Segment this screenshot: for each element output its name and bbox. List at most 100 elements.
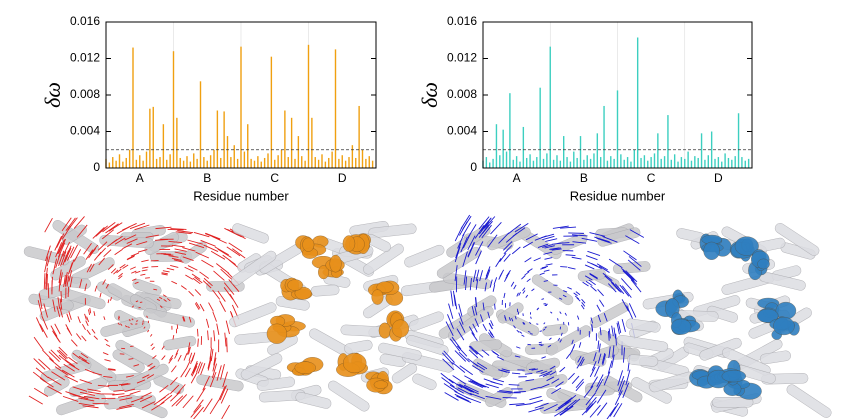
motion-arrow — [560, 332, 563, 336]
motion-arrow — [528, 407, 544, 413]
motion-arrow — [501, 368, 511, 372]
motion-arrow — [122, 243, 133, 250]
motion-arrow — [548, 337, 552, 341]
motion-arrow — [503, 245, 513, 255]
motion-arrow — [141, 322, 144, 325]
helix-cylinder — [706, 305, 739, 323]
motion-arrow — [216, 365, 222, 381]
motion-arrow — [196, 387, 206, 402]
motion-arrow — [150, 343, 154, 347]
motion-arrow — [199, 303, 205, 312]
motion-arrow — [197, 338, 199, 347]
motion-arrow — [467, 235, 476, 251]
motion-arrow — [524, 257, 532, 263]
motion-arrow — [180, 368, 187, 378]
motion-arrow — [118, 272, 123, 278]
motion-arrow — [531, 368, 539, 371]
motion-arrow — [589, 272, 598, 279]
motion-arrow — [558, 297, 563, 300]
motion-arrow — [146, 315, 149, 318]
motion-arrow — [159, 384, 169, 393]
motion-arrow — [552, 225, 569, 229]
motion-arrow — [584, 275, 593, 281]
motion-arrow — [110, 268, 117, 274]
motion-arrow — [61, 217, 72, 232]
motion-arrow — [133, 364, 140, 367]
motion-arrow — [589, 273, 598, 280]
motion-arrow — [68, 270, 73, 282]
motion-arrow — [571, 375, 580, 384]
motion-arrow — [193, 231, 210, 238]
helix-cylinder — [786, 384, 832, 418]
motion-arrow — [487, 234, 498, 248]
motion-arrow — [136, 379, 146, 384]
motion-arrow — [499, 253, 507, 262]
motion-arrow — [213, 330, 216, 342]
motion-arrow — [606, 406, 617, 419]
motion-arrow — [212, 311, 217, 322]
motion-arrow — [166, 298, 171, 302]
helix-cylinder — [115, 339, 160, 370]
motion-arrow — [474, 225, 485, 239]
motion-arrow — [591, 325, 593, 332]
motion-arrow — [92, 227, 105, 239]
motion-arrow — [52, 330, 60, 342]
helix-cylinder — [774, 222, 820, 256]
motion-arrow — [161, 355, 166, 361]
motion-arrow — [191, 365, 198, 377]
motion-arrow — [565, 354, 571, 360]
motion-arrow — [505, 232, 518, 243]
motion-arrow — [491, 350, 499, 356]
motion-arrow — [94, 285, 98, 292]
motion-arrow — [45, 245, 51, 262]
motion-arrow — [529, 399, 543, 405]
motion-arrow — [141, 259, 149, 263]
motion-arrow — [569, 349, 573, 355]
motion-arrow — [476, 362, 488, 370]
motion-arrow — [223, 287, 234, 300]
motion-arrow — [454, 393, 470, 402]
surface-patch — [721, 370, 746, 383]
helix-cylinder — [616, 334, 669, 352]
motion-arrow — [193, 399, 204, 413]
motion-arrow — [462, 215, 472, 230]
motion-arrow — [135, 320, 139, 322]
motion-arrow — [160, 394, 173, 405]
motion-arrow — [514, 316, 517, 320]
surface-patch — [342, 235, 356, 252]
motion-arrow — [444, 392, 459, 401]
motion-arrow — [171, 257, 182, 261]
motion-arrow — [57, 297, 61, 309]
motion-arrow — [207, 330, 209, 341]
motion-arrow — [551, 242, 564, 245]
motion-arrow — [102, 279, 106, 285]
motion-arrow — [218, 386, 226, 401]
motion-arrow — [130, 252, 140, 257]
motion-arrow — [585, 255, 598, 261]
motion-arrow — [37, 300, 43, 316]
motion-arrow — [610, 281, 621, 292]
helix-cylinder — [232, 223, 269, 244]
motion-arrow — [44, 217, 53, 233]
motion-arrow — [523, 322, 526, 325]
motion-arrow — [54, 366, 68, 376]
motion-arrow — [65, 391, 81, 398]
motion-arrow — [558, 400, 572, 410]
motion-arrow — [454, 350, 467, 362]
motion-arrow — [596, 237, 612, 244]
motion-arrow — [469, 278, 472, 291]
y-tick-label: 0.008 — [447, 87, 477, 101]
motion-arrow — [124, 325, 128, 328]
x-tick-label: A — [513, 171, 521, 185]
helix-cylinder — [531, 274, 574, 306]
motion-arrow — [66, 313, 71, 323]
motion-arrow — [200, 239, 216, 247]
motion-arrow — [169, 355, 174, 361]
motion-arrow — [602, 354, 606, 366]
motion-arrow — [595, 378, 604, 393]
helix-cylinder — [517, 374, 568, 393]
motion-arrow — [102, 221, 116, 233]
motion-arrow — [463, 384, 479, 393]
motion-arrow — [85, 320, 89, 327]
motion-arrow — [88, 309, 91, 316]
